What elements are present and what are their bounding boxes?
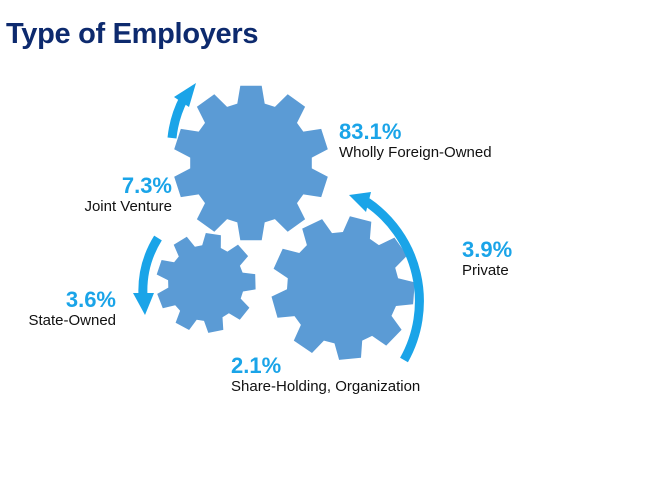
segment-joint-venture: 7.3% Joint Venture xyxy=(84,174,172,216)
segment-private: 3.9% Private xyxy=(462,238,512,280)
arrow-icon-left xyxy=(133,235,162,315)
segment-label: Share-Holding, Organization xyxy=(231,378,421,395)
percent-value: 83.1% xyxy=(339,119,402,144)
segment-state-owned: 3.6% State-Owned xyxy=(28,288,116,330)
page-title: Type of Employers xyxy=(6,18,259,50)
segment-wholly-foreign-owned: 83.1% Wholly Foreign-Owned xyxy=(339,120,492,162)
gear-large-shape xyxy=(174,85,328,241)
small-gear xyxy=(156,233,256,333)
large-gear xyxy=(174,85,328,241)
medium-gear xyxy=(271,216,415,360)
percent-value: 3.6% xyxy=(65,287,116,312)
percent-value: 2.1% xyxy=(231,353,282,378)
percent-value: 7.3% xyxy=(121,173,172,198)
segment-label: Joint Venture xyxy=(84,198,172,215)
segment-label: Private xyxy=(462,262,509,279)
gear-medium-shape xyxy=(271,216,415,360)
arrow-icon-right xyxy=(349,192,424,363)
percent-value: 3.9% xyxy=(462,237,513,262)
segment-label: State-Owned xyxy=(28,312,116,329)
arrow-icon-top xyxy=(167,83,196,139)
segment-label: Wholly Foreign-Owned xyxy=(339,144,492,161)
segment-share-holding-organization: 2.1% Share-Holding, Organization xyxy=(231,354,420,396)
gear-small-shape xyxy=(156,233,256,333)
